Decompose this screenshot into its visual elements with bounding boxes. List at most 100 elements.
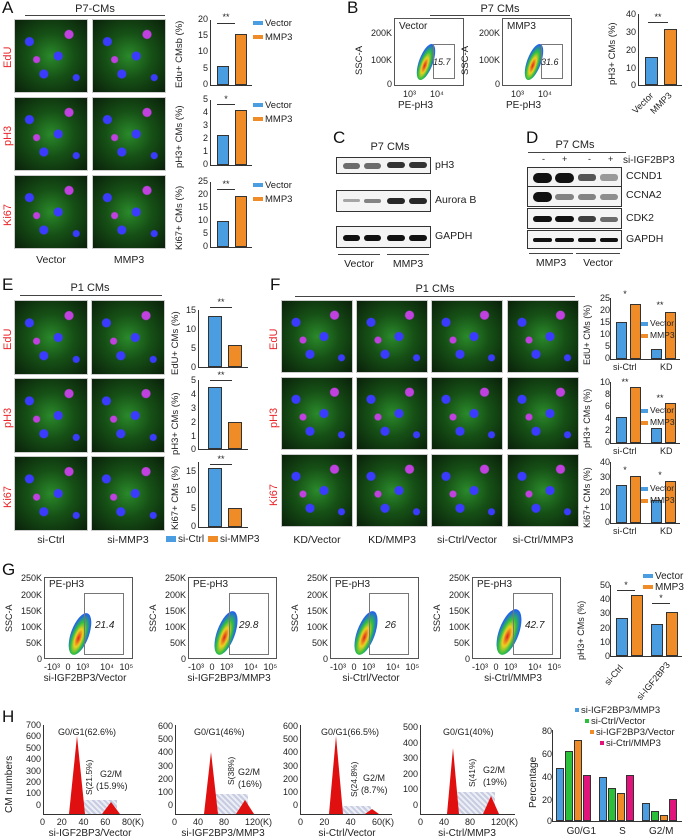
tick: 200K — [448, 590, 470, 600]
bar-chart — [210, 100, 252, 166]
significance-bracket — [210, 380, 232, 381]
legend-vector: Vector — [253, 18, 292, 29]
x-ticks: -10³ 0 10³ 10⁴ 10⁵ — [472, 662, 562, 672]
bar-si-mmp3 — [228, 422, 242, 449]
row-label-ph3: pH3 — [268, 407, 280, 428]
micrograph — [281, 377, 353, 450]
bar-mmp3 — [630, 387, 641, 443]
tick: 200K — [164, 590, 186, 600]
row-label-ki67: Ki67 — [268, 483, 280, 506]
significance-marker: ** — [621, 377, 629, 387]
x-axis-label: si-Ctrl/Vector — [318, 828, 376, 839]
tick: 4 — [604, 413, 610, 423]
micrograph — [92, 19, 166, 93]
x-category: si-Ctrl — [613, 362, 637, 372]
y-ticks: 500 400 300 200 100 0 — [402, 722, 418, 810]
g0g1-label: G0/G1(40%) — [443, 727, 494, 737]
y-ticks: 600 500 400 300 200 100 0 — [282, 721, 298, 811]
bar — [565, 751, 573, 821]
micrograph — [14, 300, 88, 375]
tick: 0 — [604, 437, 610, 447]
legend-item: si-Ctrl/MMP3 — [600, 738, 661, 749]
legend-mmp3: MMP3 — [253, 114, 292, 125]
s-phase-label: S(38%) — [226, 756, 236, 785]
legend-text: si-IGF2BP3/MMP3 — [581, 705, 661, 716]
flow-plot-title: Vector — [399, 21, 428, 32]
panel-f-header: P1 CMs — [415, 283, 455, 295]
panel-d-header: P7 CMs — [555, 139, 595, 151]
panel-label-d: D — [526, 128, 539, 147]
bar-chart — [198, 380, 248, 450]
x-category: si-Ctrl — [613, 526, 637, 536]
micrograph — [431, 454, 503, 527]
y-axis-label: Ki67+ CMs (%) — [174, 185, 185, 250]
micrograph — [431, 300, 503, 373]
significance-marker: ** — [656, 393, 664, 403]
g0g1-peak — [329, 736, 343, 814]
s-phase-label: S(24.8%) — [349, 761, 359, 797]
flow-gate — [541, 44, 563, 79]
flow-gate — [84, 593, 124, 655]
blot-label: pH3 — [435, 159, 455, 171]
g2m-percent: (19%) — [483, 777, 508, 787]
grouped-bar-chart — [610, 298, 680, 360]
tick: 200K — [478, 28, 500, 38]
tick: 3 — [202, 120, 208, 130]
legend-swatch — [253, 117, 263, 122]
tick: 15 — [197, 30, 208, 40]
bar-mmp3 — [630, 304, 641, 359]
bar-chart — [198, 310, 248, 368]
tick: 100K — [478, 55, 500, 65]
significance-marker: ** — [654, 12, 662, 22]
cell-cycle-histogram: G0/G1(62.6%) S(21.5%) G2/M (15.9%) — [43, 725, 141, 815]
g2m-label: G2/M — [363, 773, 386, 783]
row-label-edu: EdU — [2, 46, 14, 68]
tick: 0 — [630, 80, 636, 90]
legend-text: si-Ctrl/MMP3 — [606, 738, 661, 749]
tick: 10 — [599, 329, 610, 339]
legend-mmp3: MMP3 — [641, 417, 675, 427]
flow-gate — [513, 593, 553, 655]
tick: 10 — [625, 63, 636, 73]
tick: 10 — [197, 215, 208, 225]
bar — [626, 775, 634, 821]
tick: 40 — [599, 594, 610, 604]
bar-vector — [651, 428, 662, 443]
bar-chart — [210, 20, 252, 86]
row-label-edu: EdU — [2, 328, 14, 350]
blot-label: Aurora B — [435, 194, 477, 206]
western-blot-gapdh — [336, 226, 431, 248]
tick: 25 — [599, 293, 610, 303]
x-ticks: -10³ 0 10³ 10⁴ 10⁵ — [188, 662, 278, 672]
bar-vector — [651, 624, 663, 656]
legend-text: Vector — [655, 571, 684, 582]
x-axis-label: si-Ctrl/Vector — [342, 673, 400, 684]
tick: 0 — [202, 159, 208, 169]
legend-text: si-Ctrl/Vector — [591, 716, 646, 727]
panel-label-e: E — [2, 275, 14, 294]
column-label: KD/Vector — [293, 534, 341, 546]
treatment-sign: + — [608, 154, 614, 164]
legend-mmp3: MMP3 — [253, 194, 292, 205]
western-blot-ccnd1 — [527, 167, 622, 188]
tick: 5 — [202, 228, 208, 238]
x-category: si-IGF2BP3 — [634, 659, 673, 703]
significance-marker: * — [658, 470, 662, 480]
significance-bracket — [217, 104, 235, 105]
bar — [669, 799, 677, 821]
significance-marker: ** — [217, 370, 225, 380]
flow-plot: Vector 15.7 — [394, 18, 464, 86]
bar — [651, 811, 659, 821]
panel-e-header: P1 CMs — [70, 282, 110, 294]
bar-mmp3 — [631, 595, 643, 656]
g0g1-label: G0/G1(66.5%) — [321, 727, 380, 737]
y-axis-label: pH3+ CMs (%) — [174, 105, 185, 168]
bar — [583, 775, 591, 821]
bar-vector — [616, 322, 627, 359]
tick: 3 — [190, 403, 196, 413]
g2m-percent: (16%) — [238, 779, 263, 789]
legend-vector: Vector — [641, 318, 674, 328]
legend-swatch — [208, 536, 218, 543]
tick: 5 — [190, 343, 196, 353]
tick: 0 — [464, 654, 470, 664]
